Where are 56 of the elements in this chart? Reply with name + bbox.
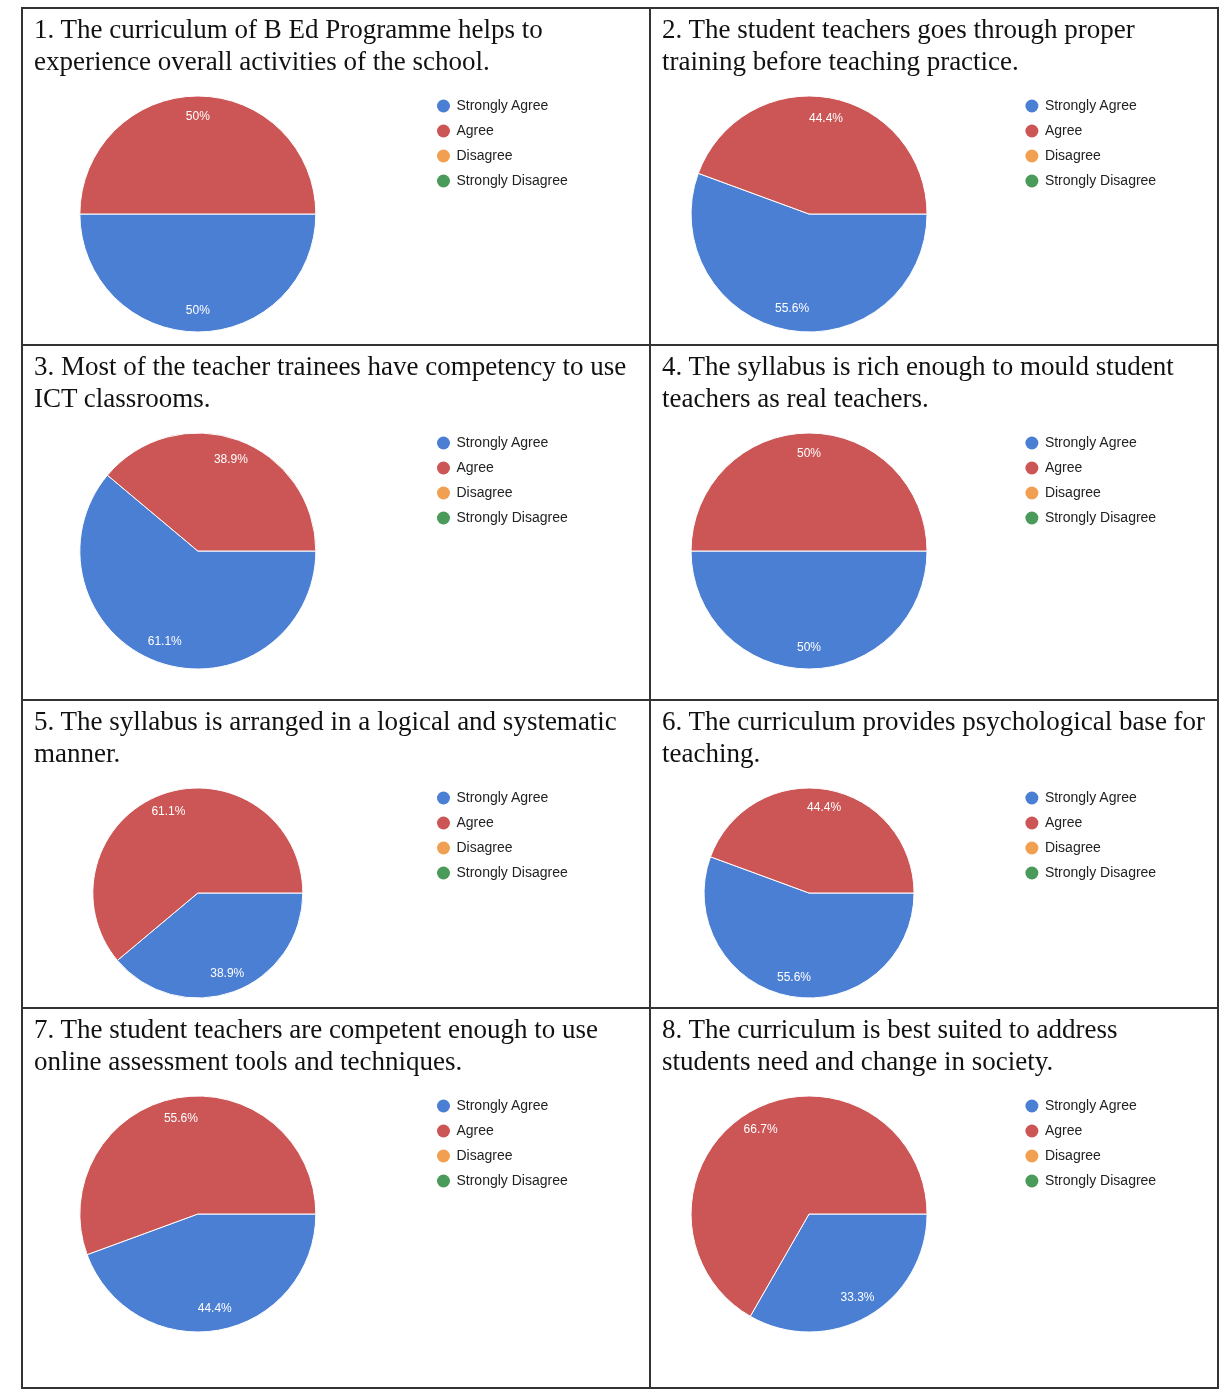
legend-label: Strongly Disagree	[1044, 863, 1157, 880]
data-label: 50%	[797, 446, 822, 461]
data-label: 44.4%	[808, 110, 844, 125]
legend-label: Strongly Agree	[1044, 788, 1137, 805]
chart-title: 2. The student teachers goes through proper training before teaching practice.	[662, 14, 1135, 76]
chart-title: 8. The curriculum is best suited to address students need and change in society.	[662, 1014, 1118, 1076]
chart-title: 6. The curriculum provides psychological base for teaching.	[662, 706, 1206, 768]
legend-label: Agree	[1044, 1121, 1083, 1138]
data-label: 55.6%	[163, 1110, 199, 1125]
data-label: 50%	[797, 639, 822, 654]
data-label: 33.3%	[840, 1289, 875, 1304]
legend-label: Strongly Disagree	[1044, 171, 1157, 188]
legend-label: Strongly Agree	[456, 1096, 549, 1113]
data-label: 55.6%	[775, 301, 810, 316]
legend-label: Agree	[456, 1121, 495, 1138]
data-label: 38.9%	[210, 966, 245, 981]
legend-label: Disagree	[1044, 1146, 1102, 1163]
data-label: 55.6%	[776, 969, 812, 984]
legend-label: Strongly Agree	[1044, 1096, 1137, 1113]
chart-title: 4. The syllabus is rich enough to mould student teachers as real teachers.	[662, 351, 1175, 413]
legend-label: Strongly Disagree	[456, 508, 568, 525]
legend-label: Agree	[1044, 813, 1083, 830]
chart-title: 7. The student teachers are competent enough to use online assessment tools and techniques.	[34, 1014, 599, 1076]
legend-label: Agree	[456, 121, 495, 138]
legend-label: Strongly Agree	[456, 96, 549, 113]
chart-title: 3. Most of the teacher trainees have competency to use ICT classrooms.	[34, 351, 627, 413]
legend-label: Strongly Disagree	[456, 171, 568, 188]
data-label: 38.9%	[213, 452, 249, 467]
legend-label: Strongly Disagree	[456, 1171, 568, 1188]
legend-label: Strongly Disagree	[456, 863, 568, 880]
legend-label: Agree	[1044, 458, 1083, 475]
legend-label: Disagree	[456, 838, 513, 855]
legend-label: Agree	[1044, 121, 1083, 138]
data-label: 50%	[185, 109, 211, 124]
legend-label: Disagree	[1044, 146, 1102, 163]
legend-label: Agree	[456, 458, 495, 475]
legend-label: Strongly Disagree	[1044, 1171, 1157, 1188]
data-label: 44.4%	[807, 800, 842, 815]
legend-label: Agree	[456, 813, 495, 830]
legend-label: Disagree	[456, 146, 513, 163]
legend-label: Strongly Agree	[456, 788, 549, 805]
legend-label: Strongly Agree	[1044, 96, 1137, 113]
chart-title: 1. The curriculum of B Ed Programme helps to experience overall activities of the school.	[34, 14, 543, 76]
legend-label: Disagree	[456, 1146, 513, 1163]
data-label: 61.1%	[147, 634, 183, 649]
data-label: 61.1%	[151, 804, 186, 819]
legend-label: Disagree	[1044, 483, 1102, 500]
data-label: 44.4%	[197, 1301, 233, 1316]
legend-label: Disagree	[1044, 838, 1102, 855]
legend-label: Disagree	[456, 483, 513, 500]
legend-label: Strongly Disagree	[1044, 508, 1157, 525]
data-label: 50%	[185, 302, 211, 317]
chart-title: 5. The syllabus is arranged in a logical and systematic manner.	[34, 706, 617, 768]
legend-label: Strongly Agree	[456, 433, 549, 450]
legend-label: Strongly Agree	[1044, 433, 1137, 450]
data-label: 66.7%	[743, 1122, 778, 1137]
